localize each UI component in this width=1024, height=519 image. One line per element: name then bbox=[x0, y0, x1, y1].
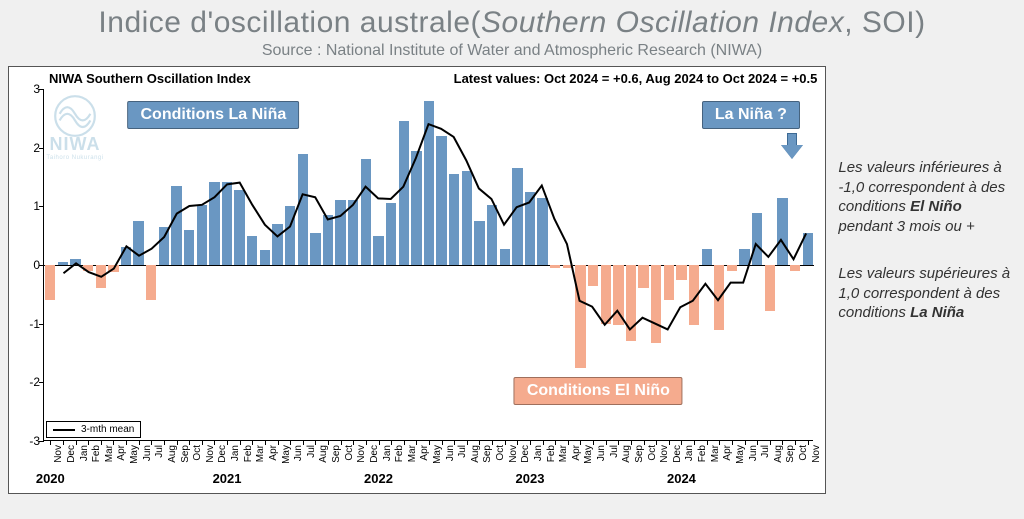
x-tick-label: Oct bbox=[344, 445, 355, 461]
x-tick-label: Feb bbox=[697, 445, 708, 462]
x-tick-label: Dec bbox=[66, 445, 77, 463]
y-tick-label: -3 bbox=[16, 434, 40, 448]
x-tick-label: Dec bbox=[369, 445, 380, 463]
x-tick-label: Dec bbox=[217, 445, 228, 463]
mean-line bbox=[44, 89, 813, 440]
x-tick-label: Mar bbox=[255, 445, 266, 462]
x-tick-label: Jun bbox=[293, 445, 304, 461]
content-row: NIWA Southern Oscillation Index Latest v… bbox=[8, 66, 1016, 494]
x-tick-label: Jul bbox=[154, 445, 165, 458]
x-tick-label: Sep bbox=[180, 445, 191, 463]
page-title: Indice d'oscillation australe(Southern O… bbox=[8, 6, 1016, 40]
x-tick-label: Jul bbox=[609, 445, 620, 458]
x-tick-label: Jan bbox=[533, 445, 544, 461]
x-tick-label: Jun bbox=[142, 445, 153, 461]
x-tick-label: Jul bbox=[457, 445, 468, 458]
x-tick-label: Aug bbox=[621, 445, 632, 463]
x-tick-label: Jun bbox=[445, 445, 456, 461]
x-tick-label: Sep bbox=[331, 445, 342, 463]
year-label: 2021 bbox=[213, 471, 242, 486]
y-tick-label: 0 bbox=[16, 258, 40, 272]
year-label: 2024 bbox=[667, 471, 696, 486]
x-tick-label: Nov bbox=[659, 445, 670, 463]
x-tick-label: Sep bbox=[482, 445, 493, 463]
x-tick-label: Apr bbox=[268, 445, 279, 461]
y-tick-label: 2 bbox=[16, 141, 40, 155]
x-tick-label: May bbox=[281, 445, 292, 464]
x-tick-label: Nov bbox=[508, 445, 519, 463]
x-tick-label: Jan bbox=[382, 445, 393, 461]
x-tick-label: Nov bbox=[205, 445, 216, 463]
y-tick-label: -2 bbox=[16, 375, 40, 389]
y-tick-label: 1 bbox=[16, 199, 40, 213]
x-tick-label: Jun bbox=[748, 445, 759, 461]
x-tick-label: Dec bbox=[520, 445, 531, 463]
x-tick-label: May bbox=[432, 445, 443, 464]
arrow-down-icon bbox=[781, 133, 803, 159]
annotation-la-nina: Conditions La Niña bbox=[128, 101, 300, 129]
x-tick-label: May bbox=[583, 445, 594, 464]
chart-title-left: NIWA Southern Oscillation Index bbox=[49, 71, 251, 86]
x-tick-label: Nov bbox=[53, 445, 64, 463]
title-part-a: Indice d'oscillation australe bbox=[98, 6, 470, 39]
annotation-la-nina-question: La Niña ? bbox=[702, 101, 800, 129]
note-la-nina: Les valeurs supérieures à 1,0 correspond… bbox=[838, 264, 1016, 323]
chart-panel: NIWA Southern Oscillation Index Latest v… bbox=[8, 66, 826, 494]
x-tick-label: Mar bbox=[407, 445, 418, 462]
x-tick-label: Mar bbox=[558, 445, 569, 462]
x-tick-label: Oct bbox=[647, 445, 658, 461]
x-tick-label: Jul bbox=[306, 445, 317, 458]
x-tick-label: Oct bbox=[495, 445, 506, 461]
year-label: 2023 bbox=[516, 471, 545, 486]
figure-frame: Indice d'oscillation australe(Southern O… bbox=[0, 0, 1024, 519]
chart-header: NIWA Southern Oscillation Index Latest v… bbox=[49, 71, 817, 86]
title-block: Indice d'oscillation australe(Southern O… bbox=[8, 6, 1016, 60]
x-tick-label: Apr bbox=[722, 445, 733, 461]
x-tick-label: Oct bbox=[798, 445, 809, 461]
x-tick-label: Sep bbox=[634, 445, 645, 463]
x-tick-label: Oct bbox=[192, 445, 203, 461]
x-tick-label: Jan bbox=[79, 445, 90, 461]
x-tick-label: Feb bbox=[243, 445, 254, 462]
x-tick-label: Aug bbox=[773, 445, 784, 463]
x-tick-label: Aug bbox=[167, 445, 178, 463]
x-tick-label: Aug bbox=[470, 445, 481, 463]
plot-area: 3-mth mean -3-2-10123NovDecJanFebMarAprM… bbox=[43, 89, 813, 441]
y-tick-label: -1 bbox=[16, 317, 40, 331]
x-tick-label: Sep bbox=[785, 445, 796, 463]
x-tick-label: Feb bbox=[91, 445, 102, 462]
x-tick-label: Aug bbox=[318, 445, 329, 463]
year-label: 2020 bbox=[36, 471, 65, 486]
chart-title-right: Latest values: Oct 2024 = +0.6, Aug 2024… bbox=[454, 71, 818, 86]
x-tick-label: Nov bbox=[811, 445, 822, 463]
x-tick-label: Mar bbox=[104, 445, 115, 462]
x-tick-label: Apr bbox=[419, 445, 430, 461]
x-tick-label: Feb bbox=[394, 445, 405, 462]
x-tick-label: Mar bbox=[710, 445, 721, 462]
title-part-d: , SOI) bbox=[844, 6, 925, 39]
x-tick-label: Jul bbox=[760, 445, 771, 458]
note-el-nino: Les valeurs inférieures à -1,0 correspon… bbox=[838, 158, 1016, 236]
title-part-italic: Southern Oscillation Index bbox=[481, 6, 844, 39]
x-tick-label: Dec bbox=[672, 445, 683, 463]
x-tick-label: Apr bbox=[571, 445, 582, 461]
x-tick-label: May bbox=[735, 445, 746, 464]
side-notes: Les valeurs inférieures à -1,0 correspon… bbox=[838, 66, 1016, 351]
annotation-el-nino: Conditions El Niño bbox=[514, 377, 683, 405]
x-tick-label: Nov bbox=[356, 445, 367, 463]
year-label: 2022 bbox=[364, 471, 393, 486]
x-tick-label: Jan bbox=[684, 445, 695, 461]
title-paren-open: ( bbox=[471, 6, 482, 39]
x-tick-label: Feb bbox=[546, 445, 557, 462]
x-tick-label: Apr bbox=[116, 445, 127, 461]
x-tick-label: Jun bbox=[596, 445, 607, 461]
y-tick-label: 3 bbox=[16, 82, 40, 96]
x-tick-label: May bbox=[129, 445, 140, 464]
source-line: Source : National Institute of Water and… bbox=[8, 42, 1016, 60]
x-tick-label: Jan bbox=[230, 445, 241, 461]
